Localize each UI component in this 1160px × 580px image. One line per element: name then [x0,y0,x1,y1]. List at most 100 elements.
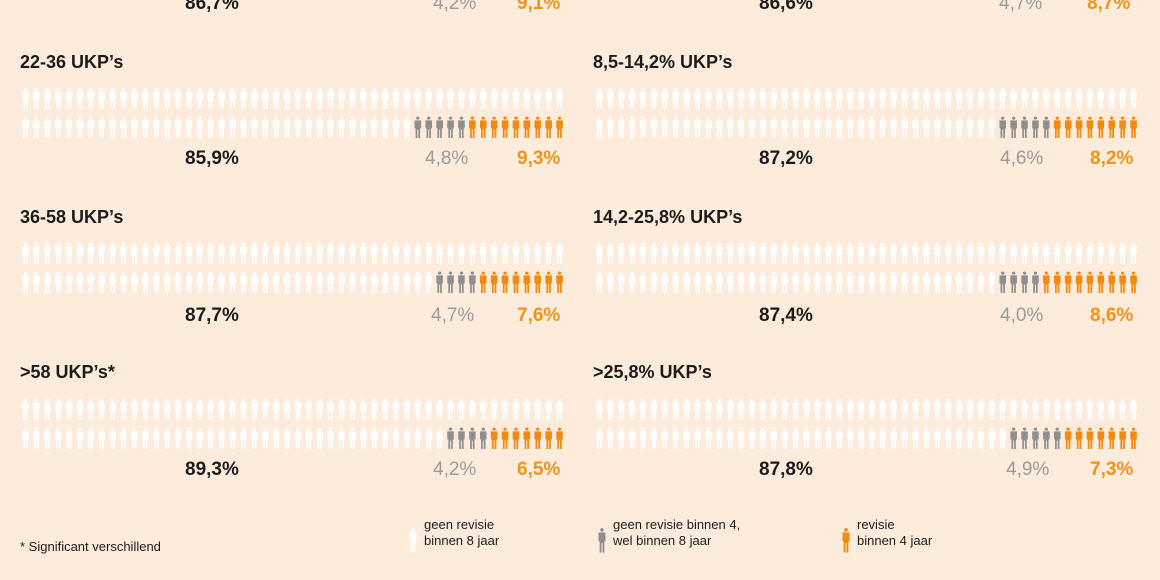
person-icon-white [901,398,908,420]
person-mark [174,87,182,109]
person-mark [857,87,865,109]
panel-title: >25,8% UKP’s [593,362,712,382]
person-icon-white [43,398,51,420]
person-icon-white [988,398,996,420]
person-icon-white [545,398,552,420]
person-icon-white [846,398,854,420]
person-mark [617,398,625,420]
person-mark [607,427,614,449]
person-mark [43,427,51,449]
person-icon-white [120,242,127,264]
person-mark [349,116,356,138]
person-mark [556,427,563,449]
person-mark [370,398,378,420]
person-mark [87,87,95,109]
person-icon-white [370,271,378,293]
person-icon-white [142,242,149,264]
person-icon-white [381,271,389,293]
legend-label-line1: geen revisie binnen 4, [613,517,741,532]
person-mark [403,271,411,293]
person-mark [934,116,941,138]
person-icon-white [218,427,225,449]
person-mark [694,427,701,449]
person-mark [142,87,149,109]
person-icon-white [120,271,127,293]
person-icon-white [650,242,658,264]
pct-revision-4y: 8,6% [1090,305,1134,326]
person-icon-white [479,242,487,264]
person-icon-white [716,427,723,449]
person-mark [142,271,149,293]
person-icon-white [683,116,690,138]
person-mark [1075,116,1083,138]
person-mark [683,271,690,293]
person-mark [501,271,509,293]
person-mark [1010,242,1017,264]
person-icon-white [955,87,963,109]
person-icon-white [814,271,821,293]
person-mark [142,116,149,138]
person-mark [759,398,767,420]
person-mark [479,398,487,420]
person-mark [639,87,647,109]
person-mark [512,87,520,109]
person-mark [87,427,95,449]
person-icon-white [392,242,400,264]
person-icon-white [109,116,116,138]
person-icon-white [912,116,919,138]
pictogram-chart [22,398,563,449]
person-mark [490,427,498,449]
person-icon-white [174,87,182,109]
panel-title: 14,2-25,8% UKP’s [593,207,743,227]
person-icon-white [338,242,345,264]
person-mark [607,398,614,420]
person-mark [142,242,149,264]
person-mark [349,271,356,293]
person-mark [120,427,127,449]
person-icon-white [76,398,84,420]
person-mark [1075,427,1083,449]
person-mark [76,242,84,264]
person-mark [770,116,778,138]
person-mark [803,242,810,264]
person-mark [705,427,712,449]
person-mark [251,87,258,109]
person-mark [835,427,843,449]
person-icon-white [316,427,324,449]
person-icon-orange [1130,427,1137,449]
person-mark [349,427,356,449]
person-mark [512,427,520,449]
person-mark [770,398,778,420]
person-icon-white [1010,87,1017,109]
person-mark [109,427,116,449]
person-icon-white [283,398,291,420]
person-icon-white [54,242,62,264]
person-icon-gray [469,271,476,293]
person-icon-gray [414,116,422,138]
person-mark [607,271,614,293]
person-icon-white [792,87,799,109]
person-icon-white [534,242,542,264]
person-icon-white [596,427,603,449]
person-icon-white [944,427,952,449]
person-icon-white [327,427,334,449]
person-icon-white [196,242,204,264]
person-icon-white [392,271,400,293]
person-icon-white [716,398,723,420]
person-icon-orange [1064,427,1072,449]
person-icon-white [1053,87,1061,109]
person-mark [716,87,723,109]
person-icon-white [142,87,149,109]
person-icon-white [901,427,908,449]
person-mark [672,427,680,449]
person-mark [131,398,138,420]
person-mark [988,242,996,264]
person-icon-white [759,427,767,449]
person-icon-white [1075,87,1083,109]
person-icon-white [672,242,680,264]
person-icon-white [596,87,603,109]
person-icon-white [1021,242,1028,264]
person-icon-orange [501,271,509,293]
person-icon-orange [534,116,542,138]
person-icon-white [360,242,367,264]
